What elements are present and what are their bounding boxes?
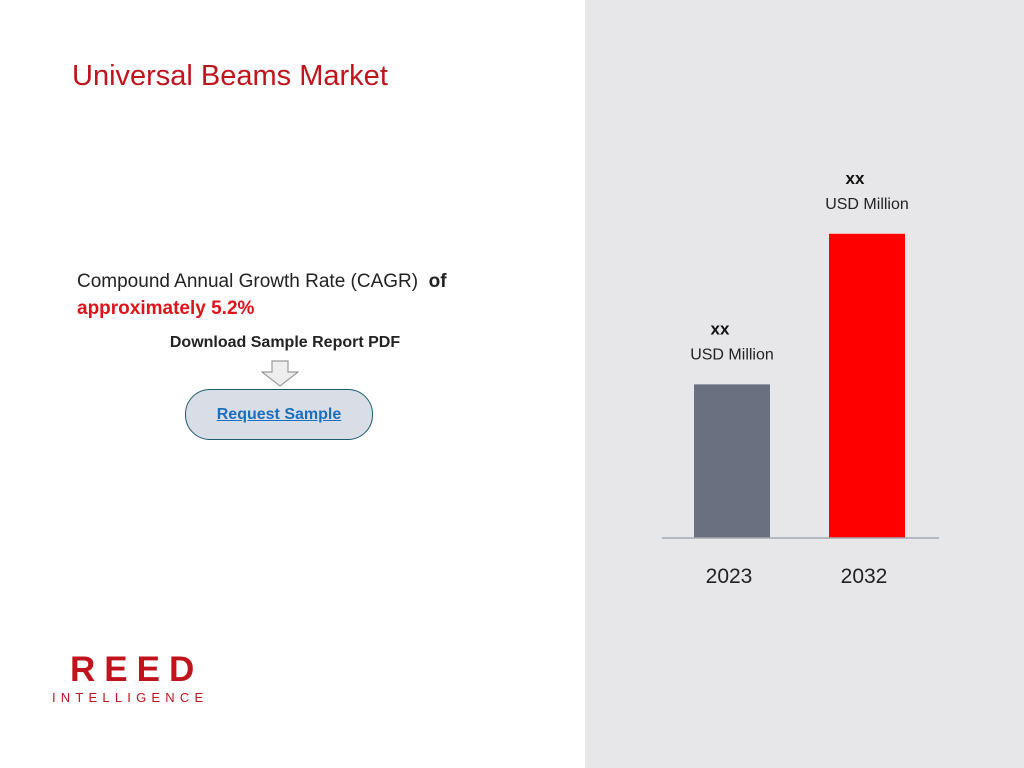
request-sample-label[interactable]: Request Sample [216,405,342,423]
data-label-value-2023: xx [711,319,730,338]
down-arrow-icon [261,360,299,387]
download-label: Download Sample Report PDF [169,334,401,351]
data-label-value-2032: xx [846,169,865,188]
request-sample-button[interactable]: Request Sample [185,389,373,440]
x-tick-label-2032: 2032 [841,565,888,588]
x-tick-label-2023: 2023 [706,565,753,588]
logo-sub-text: INTELLIGENCE [52,690,209,705]
cagr-of-word: of [428,271,447,292]
logo-main-text: REED [70,650,204,689]
bar-2032 [829,233,905,539]
reed-intelligence-logo: REED INTELLIGENCE [52,650,222,710]
cagr-rate: approximately 5.2% [77,298,255,319]
page-title: Universal Beams Market [72,60,388,92]
left-panel [0,0,585,768]
bar-2023 [694,384,770,538]
data-label-unit-2023: USD Million [690,346,774,363]
right-panel [585,0,1024,768]
cagr-text: Compound Annual Growth Rate (CAGR) [77,271,419,292]
data-label-unit-2032: USD Million [825,196,909,213]
cagr-statement: Compound Annual Growth Rate (CAGR) of ap… [77,268,497,322]
